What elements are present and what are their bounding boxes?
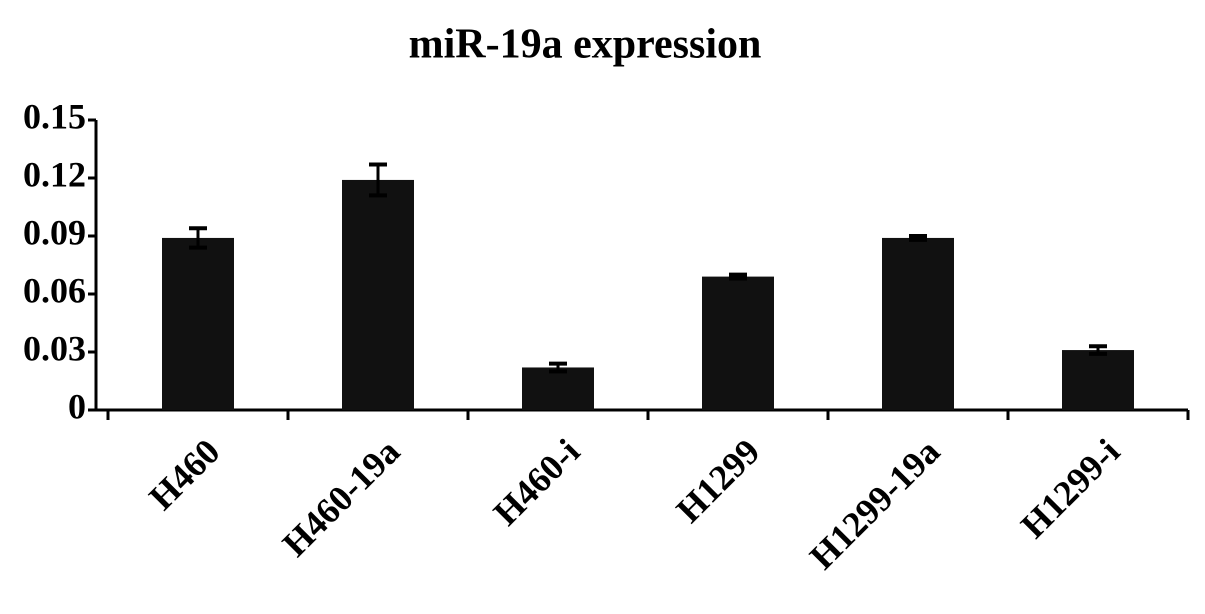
bar (702, 276, 774, 410)
bar (342, 179, 414, 410)
x-tick-label: H1299 (668, 431, 767, 530)
x-tick-label: H460-19a (275, 431, 408, 564)
y-tick-label: 0.09 (23, 212, 86, 252)
y-tick-label: 0.15 (23, 96, 86, 136)
bar (522, 367, 594, 410)
x-tick-label: H1299-i (1013, 431, 1128, 546)
bar (1062, 350, 1134, 410)
bar (162, 237, 234, 410)
y-tick-label: 0.06 (23, 270, 86, 310)
y-tick-label: 0 (68, 386, 86, 426)
chart-title: miR-19a expression (409, 22, 762, 68)
bar (882, 237, 954, 410)
y-tick-label: 0.03 (23, 328, 86, 368)
x-tick-label: H460 (141, 431, 227, 517)
x-tick-label: H1299-19a (802, 431, 948, 577)
x-tick-label: H460-i (486, 431, 588, 533)
y-tick-label: 0.12 (23, 154, 86, 194)
